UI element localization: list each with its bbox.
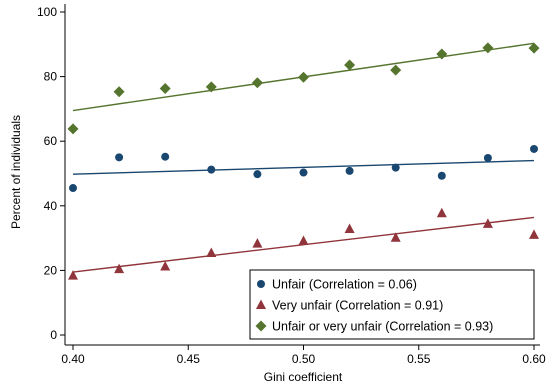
- data-point-series-2: [298, 71, 309, 83]
- x-tick-label: 0.40: [61, 352, 85, 366]
- data-point-series-0: [299, 168, 308, 177]
- data-point-series-2: [344, 59, 356, 71]
- legend-box: [249, 269, 535, 340]
- data-point-series-1: [160, 261, 171, 271]
- data-point-series-1: [482, 218, 493, 228]
- data-point-series-2: [528, 42, 540, 54]
- x-tick-label: 0.55: [407, 352, 431, 366]
- data-point-series-0: [115, 153, 124, 162]
- x-tick-label: 0.50: [292, 352, 316, 366]
- data-point-series-1: [436, 207, 447, 218]
- data-point-series-2: [113, 86, 125, 98]
- data-point-series-1: [529, 229, 539, 239]
- data-point-series-0: [207, 165, 216, 174]
- legend-marker-series-0: [257, 280, 265, 288]
- data-point-series-1: [390, 232, 401, 242]
- data-point-series-1: [344, 223, 355, 234]
- y-tick-label: 20: [44, 263, 58, 277]
- data-point-series-2: [205, 81, 217, 93]
- legend-label-series-0: Unfair (Correlation = 0.06): [272, 278, 417, 292]
- data-point-series-0: [391, 163, 400, 172]
- data-point-series-2: [482, 42, 494, 54]
- legend: Unfair (Correlation = 0.06) Very unfair (…: [249, 269, 535, 340]
- legend-marker-series-2: [255, 320, 267, 332]
- y-tick-label: 100: [37, 5, 57, 19]
- data-point-series-1: [206, 247, 217, 257]
- data-point-series-0: [530, 144, 538, 153]
- data-point-series-0: [437, 171, 446, 180]
- legend-label-series-1: Very unfair (Correlation = 0.91): [272, 299, 443, 313]
- y-tick-label: 60: [44, 134, 58, 148]
- data-point-series-0: [161, 152, 170, 161]
- y-axis-title: Percent of individuals: [9, 115, 23, 229]
- data-point-series-2: [159, 83, 171, 95]
- data-point-series-0: [69, 184, 77, 193]
- data-points: [67, 42, 540, 280]
- data-point-series-1: [114, 263, 125, 274]
- x-axis-title: Gini coefficient: [264, 370, 343, 384]
- y-tick-label: 40: [44, 199, 58, 213]
- legend-label-series-2: Unfair or very unfair (Correlation = 0.9…: [272, 320, 493, 334]
- legend-marker-series-1: [256, 299, 266, 309]
- fit-line-series-0: [72, 159, 535, 175]
- data-point-series-2: [67, 123, 79, 135]
- x-tick-label: 0.60: [522, 352, 546, 366]
- data-point-series-1: [252, 238, 263, 248]
- x-tick-label: 0.45: [177, 352, 201, 366]
- data-point-series-2: [251, 77, 263, 89]
- y-tick-label: 80: [44, 70, 58, 84]
- data-point-series-1: [68, 270, 78, 280]
- data-point-series-2: [390, 64, 402, 76]
- data-point-series-1: [298, 235, 309, 246]
- data-point-series-2: [436, 48, 448, 60]
- data-point-series-0: [345, 166, 354, 175]
- data-point-series-0: [483, 153, 492, 162]
- y-tick-label: 0: [50, 328, 57, 342]
- data-point-series-0: [253, 170, 262, 179]
